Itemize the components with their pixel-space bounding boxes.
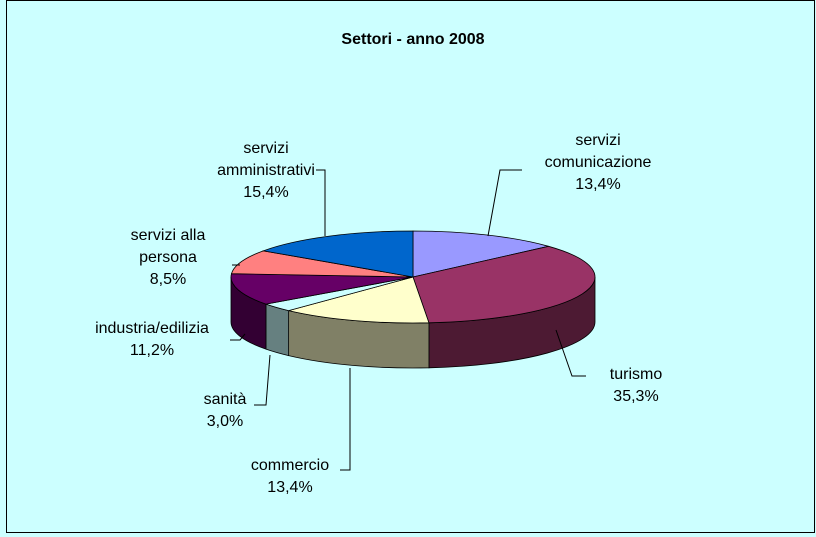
data-label: sanità 3,0% — [204, 389, 247, 433]
value-label: 35,3% — [613, 388, 659, 405]
category-label: servizi alla persona — [130, 227, 206, 266]
value-label: 13,4% — [575, 176, 621, 193]
pie-slice — [288, 276, 430, 324]
leader-line — [254, 354, 271, 406]
category-label: servizi amministrativi — [217, 140, 315, 179]
data-label: industria/edilizia 11,2% — [95, 318, 209, 362]
category-label: servizi comunicazione — [544, 132, 652, 171]
category-label: commercio — [250, 457, 330, 474]
data-label: servizi comunicazione 13,4% — [545, 130, 652, 196]
leader-line — [316, 169, 326, 236]
value-label: 13,4% — [267, 479, 313, 496]
value-label: 8,5% — [149, 271, 187, 288]
data-label: servizi amministrativi 15,4% — [217, 138, 315, 204]
value-label: 11,2% — [129, 342, 175, 359]
category-label: turismo — [609, 366, 663, 383]
leader-line — [555, 329, 586, 377]
pie-slice — [261, 230, 414, 278]
pie-slice — [412, 230, 549, 278]
value-label: 15,4% — [243, 184, 289, 201]
value-label: 3,0% — [206, 413, 244, 430]
leader-line — [340, 368, 351, 471]
pie-wall — [265, 303, 290, 357]
category-label: industria/edilizia — [95, 320, 209, 337]
category-label: sanità — [203, 391, 247, 408]
data-label: turismo 35,3% — [610, 364, 662, 408]
pie-slice — [230, 250, 414, 278]
leader-line — [230, 333, 246, 341]
chart-title: Settori - anno 2008 — [341, 31, 484, 48]
pie-slice — [412, 245, 596, 324]
leader-line — [487, 169, 522, 237]
pie-slice — [230, 273, 414, 305]
data-label: commercio 13,4% — [251, 455, 329, 499]
data-label: servizi alla persona 8,5% — [131, 225, 206, 291]
